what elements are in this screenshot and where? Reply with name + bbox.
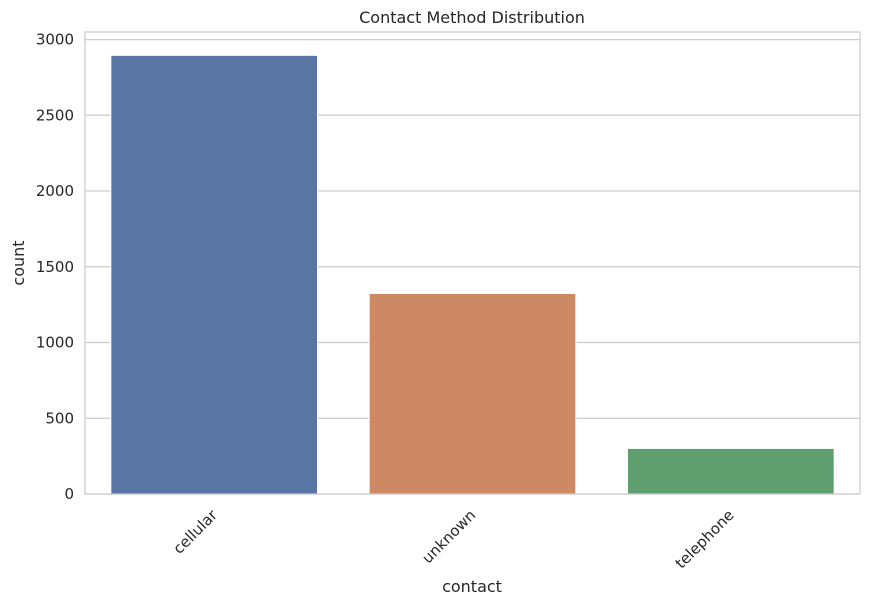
x-axis-title: contact xyxy=(442,577,502,596)
y-tick-label: 1500 xyxy=(36,258,74,276)
y-tick-labels: 0 500 1000 1500 2000 2500 3000 xyxy=(36,31,74,503)
y-tick-label: 3000 xyxy=(36,31,74,49)
x-tick-labels: cellular unknown telephone xyxy=(169,506,737,573)
bar-unknown xyxy=(368,292,577,495)
x-tick-label-unknown: unknown xyxy=(418,506,479,567)
bar-cellular xyxy=(110,54,319,495)
x-tick-label-telephone: telephone xyxy=(672,506,738,572)
x-tick-label-cellular: cellular xyxy=(169,506,221,558)
y-tick-label: 500 xyxy=(45,409,74,427)
y-tick-label: 1000 xyxy=(36,334,74,352)
plot-frame xyxy=(84,31,861,495)
chart-title: Contact Method Distribution xyxy=(359,8,585,27)
y-tick-label: 2500 xyxy=(36,106,74,124)
y-axis-title: count xyxy=(9,240,28,285)
y-tick-label: 0 xyxy=(64,485,74,503)
bars xyxy=(110,54,835,495)
bar-telephone xyxy=(627,447,835,495)
y-tick-label: 2000 xyxy=(36,182,74,200)
